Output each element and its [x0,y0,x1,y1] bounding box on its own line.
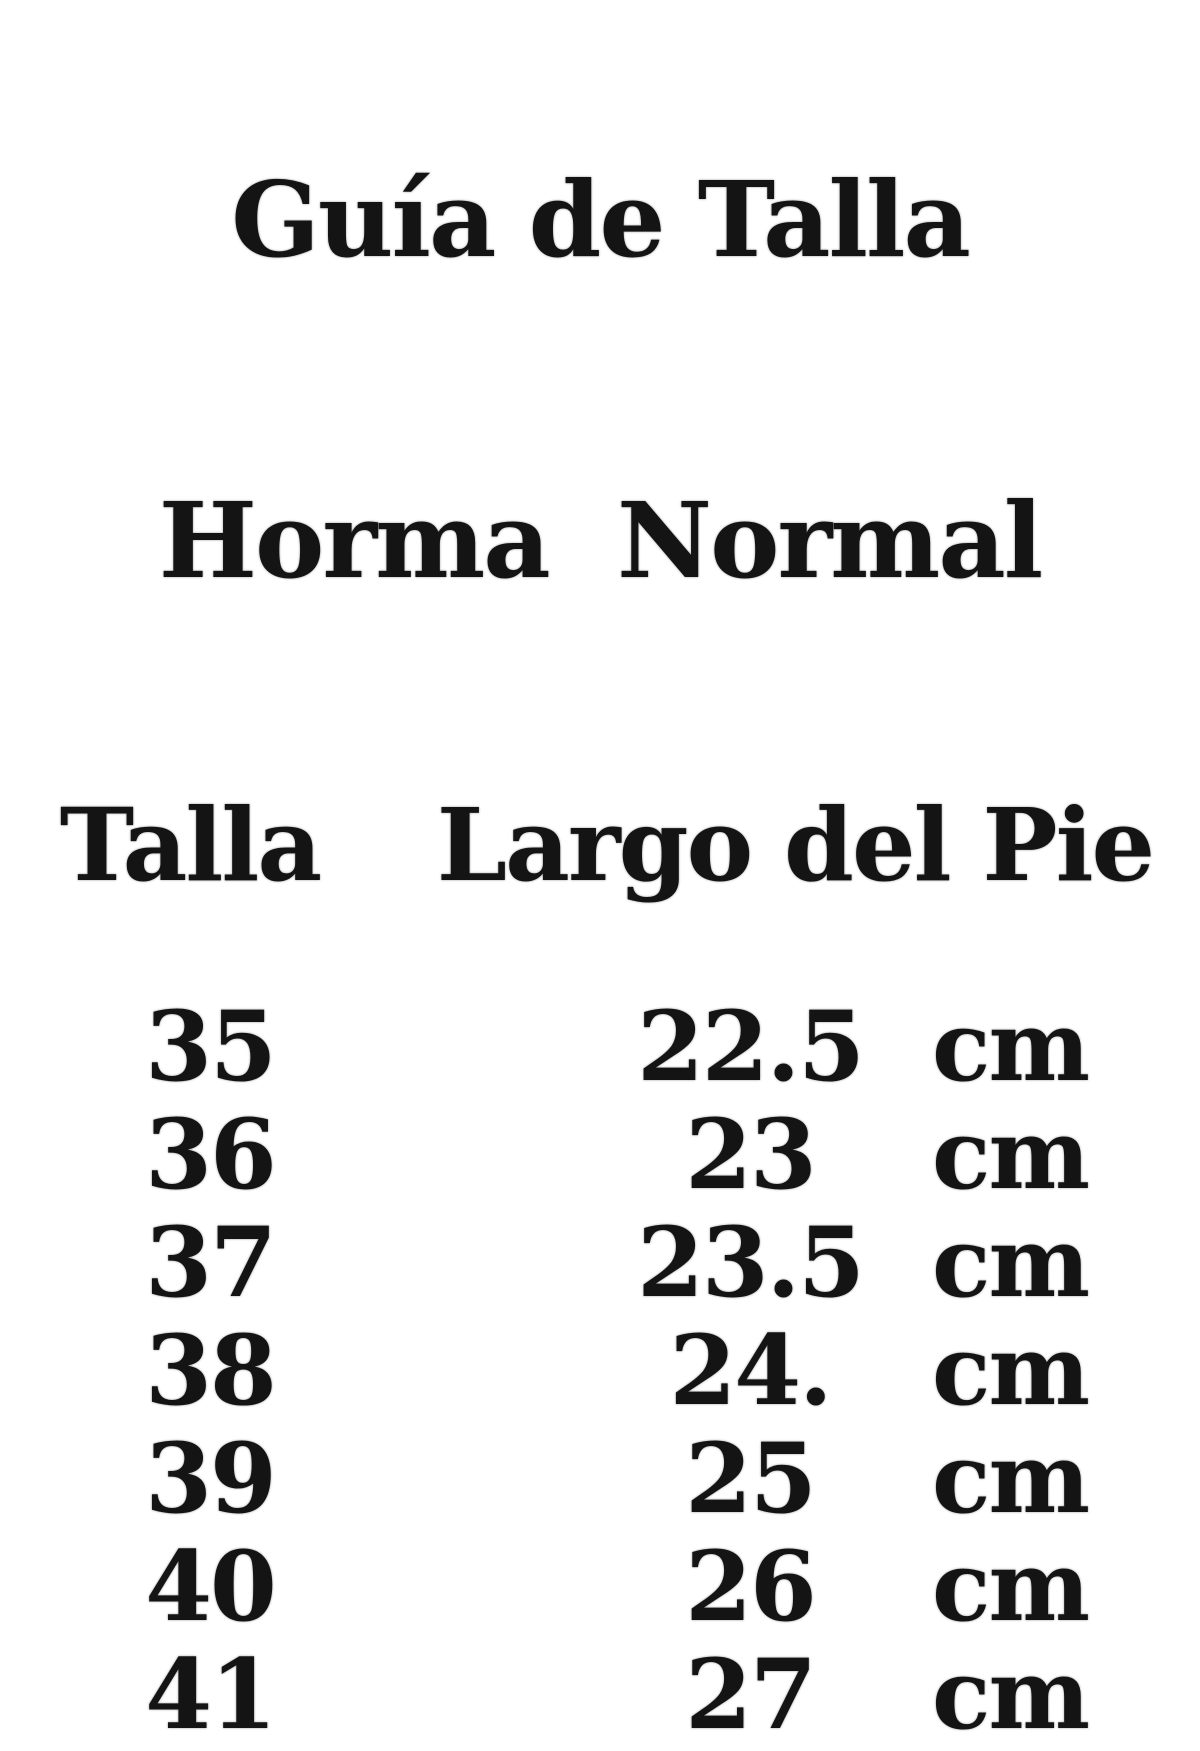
table-row: 36 23 cm [0,1101,1200,1209]
size-table: 35 22.5 cm 36 23 cm 37 23.5 cm 38 24. cm… [0,993,1200,1749]
size-value: 40 [145,1530,277,1643]
foot-length-unit: cm [932,1314,1090,1427]
size-value: 36 [145,1098,277,1211]
size-value: 35 [145,990,277,1103]
table-row: 37 23.5 cm [0,1209,1200,1317]
foot-length-value: 23.5 [637,1206,865,1319]
foot-length-value: 26 [685,1530,817,1643]
foot-length-unit: cm [932,1098,1090,1211]
column-header-talla: Talla [59,786,322,904]
table-row: 40 26 cm [0,1533,1200,1641]
foot-length-value: 27 [685,1638,817,1751]
page-title-line2: Horma Normal [158,479,1043,602]
size-value: 37 [145,1206,277,1319]
foot-length-value: 25 [685,1422,817,1535]
table-row: 35 22.5 cm [0,993,1200,1101]
table-row: 41 27 cm [0,1641,1200,1749]
foot-length-value: 24. [669,1314,832,1427]
table-row: 39 25 cm [0,1425,1200,1533]
size-value: 39 [145,1422,277,1535]
foot-length-unit: cm [932,1422,1090,1535]
foot-length-unit: cm [932,1206,1090,1319]
column-header-largo-del-pie: Largo del Pie [436,786,1155,904]
foot-length-unit: cm [932,1638,1090,1751]
foot-length-value: 23 [685,1098,817,1211]
foot-length-value: 22.5 [637,990,865,1103]
foot-length-unit: cm [932,990,1090,1103]
foot-length-unit: cm [932,1530,1090,1643]
size-value: 38 [145,1314,277,1427]
table-row: 38 24. cm [0,1317,1200,1425]
table-header-row: Talla Largo del Pie [0,793,1200,897]
size-value: 41 [145,1638,277,1751]
page-title-line1: Guía de Talla [231,158,971,281]
page-title: Guía de Talla Horma Normal [0,0,1200,701]
